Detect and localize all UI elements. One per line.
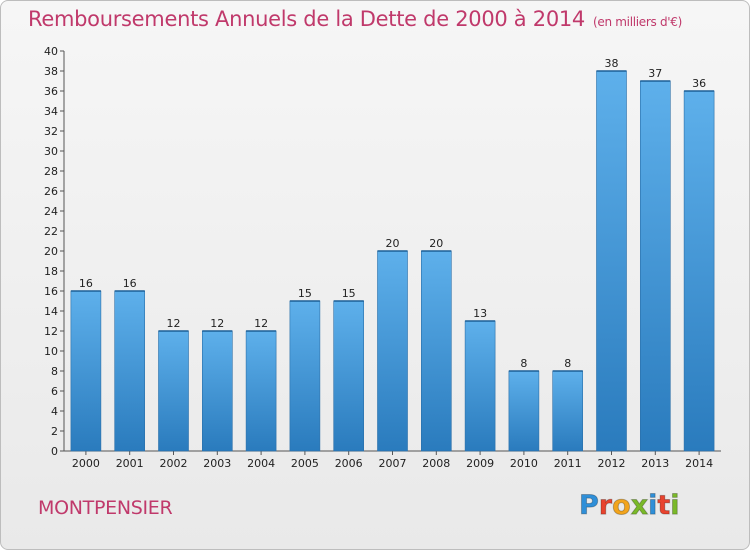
y-tick-label: 2 [51,425,58,438]
x-tick-label: 2012 [598,457,626,470]
logo-letter: t [657,490,671,522]
bars: 16 16 12 12 12 15 15 20 20 13 8 8 38 37 36 [70,57,715,452]
x-tick-label: 2010 [510,457,538,470]
y-tick-label: 24 [44,205,58,218]
x-tick-label: 2005 [291,457,319,470]
bar [202,330,233,452]
bar [420,250,452,452]
chart-title-text: Remboursements Annuels de la Dette de 20… [28,7,585,31]
bar [508,370,540,452]
y-tick-label: 14 [44,305,58,318]
logo-letter: i [670,490,680,522]
bar-value-label: 8 [520,357,527,370]
x-tick-label: 2003 [203,457,231,470]
logo-letter: o [612,490,632,522]
bar-value-label: 12 [210,317,224,330]
x-axis: 2000 2001 2002 2003 2004 2005 2006 2007 2008 2009… [64,450,721,470]
bar-value-label: 38 [605,57,619,70]
logo-letter: P [579,490,600,522]
x-tick-label: 2013 [641,457,669,470]
bar-value-label: 12 [167,317,181,330]
bar-value-label: 15 [298,287,312,300]
bar [245,330,277,452]
y-tick-label: 32 [44,125,58,138]
y-tick-label: 18 [44,265,58,278]
x-tick-label: 2006 [335,457,363,470]
y-tick-label: 12 [44,325,58,338]
commune-name: MONTPENSIER [38,497,173,519]
y-tick-label: 6 [51,385,58,398]
y-tick-label: 28 [44,165,58,178]
x-tick-label: 2001 [116,457,144,470]
x-tick-label: 2008 [422,457,450,470]
bar [639,80,671,452]
logo-letter: x [630,490,649,522]
x-tick-label: 2004 [247,457,275,470]
bar-value-label: 16 [123,277,137,290]
bar [596,70,627,452]
y-tick-label: 40 [44,45,58,58]
bar [464,320,496,452]
y-tick-label: 36 [44,85,58,98]
y-tick-label: 38 [44,65,58,78]
y-tick-label: 22 [44,225,58,238]
y-tick-label: 4 [51,405,58,418]
bar-value-label: 15 [342,287,356,300]
bar-value-label: 36 [692,77,706,90]
bar-value-label: 37 [648,67,662,80]
bar [114,290,145,452]
y-tick-label: 26 [44,185,58,198]
bar [289,300,321,452]
y-tick-label: 16 [44,285,58,298]
y-tick-label: 8 [51,365,58,378]
logo-letter: r [598,490,613,522]
x-tick-label: 2000 [72,457,100,470]
y-tick-label: 34 [44,105,58,118]
chart-unit-note: (en milliers d'€) [593,15,683,29]
chart-title: Remboursements Annuels de la Dette de 20… [28,7,682,31]
bar-value-label: 20 [386,237,400,250]
bar [333,300,365,452]
x-tick-label: 2011 [554,457,582,470]
bar-value-label: 13 [473,307,487,320]
logo-letter: i [648,490,658,522]
y-tick-label: 30 [44,145,58,158]
bar-value-label: 16 [79,277,93,290]
y-tick-label: 10 [44,345,58,358]
bar-value-label: 12 [254,317,268,330]
bar [70,290,102,452]
x-tick-label: 2002 [160,457,188,470]
bar [377,250,408,452]
y-tick-label: 0 [51,445,58,458]
bar [552,370,584,452]
x-tick-label: 2014 [685,457,713,470]
bar [683,90,715,452]
bar [158,330,189,452]
bar-value-label: 20 [429,237,443,250]
y-tick-label: 20 [44,245,58,258]
bar-value-label: 8 [564,357,571,370]
x-tick-label: 2007 [379,457,407,470]
proxiti-logo: Proxiti [579,490,681,522]
x-tick-label: 2009 [466,457,494,470]
